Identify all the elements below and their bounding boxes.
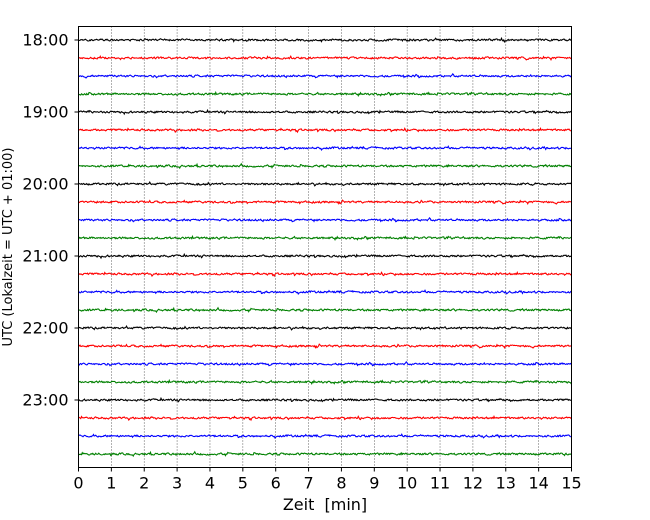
y-tick-label: 22:00 (22, 319, 68, 338)
x-tick-label: 15 (561, 474, 581, 493)
y-tick-label: 19:00 (22, 103, 68, 122)
x-tick-label: 11 (430, 474, 450, 493)
x-tick-label: 7 (303, 474, 313, 493)
trace-1930 (78, 145, 572, 151)
trace-1800 (78, 36, 572, 44)
y-tick-label: 20:00 (22, 175, 68, 194)
x-tick-label: 3 (172, 474, 182, 493)
plot-frame (78, 26, 572, 468)
trace-2345 (78, 450, 572, 458)
x-axis-ticks: 0 1 2 3 4 5 6 7 8 9 10 11 12 13 14 15 (73, 467, 582, 493)
y-axis-ticks: 18:00 19:00 20:00 21:00 22:00 23:00 (22, 31, 79, 410)
trace-2130 (78, 289, 572, 295)
trace-2230 (78, 361, 572, 367)
trace-2215 (78, 343, 572, 349)
x-tick-label: 12 (463, 474, 483, 493)
x-tick-label: 2 (139, 474, 149, 493)
x-tick-label: 13 (496, 474, 516, 493)
x-tick-label: 4 (205, 474, 215, 493)
trace-2200 (78, 325, 572, 331)
x-tick-label: 1 (106, 474, 116, 493)
trace-2145 (78, 306, 572, 314)
x-axis-label: Zeit [min] (283, 495, 367, 514)
x-tick-label: 10 (397, 474, 417, 493)
y-axis-label: UTC (Lokalzeit = UTC + 01:00) (1, 148, 16, 347)
trace-2015 (78, 199, 572, 205)
trace-1815 (78, 54, 572, 61)
x-tick-label: 8 (336, 474, 346, 493)
trace-2300 (78, 396, 572, 403)
vertical-grid (111, 26, 539, 468)
trace-2000 (78, 181, 572, 187)
trace-2030 (78, 217, 572, 223)
trace-2115 (78, 270, 572, 278)
trace-2315 (78, 414, 572, 422)
x-tick-label: 9 (369, 474, 379, 493)
trace-1830 (78, 73, 572, 79)
trace-2330 (78, 433, 572, 439)
trace-2100 (78, 252, 572, 260)
trace-2245 (78, 378, 572, 386)
trace-1915 (78, 126, 572, 134)
trace-2045 (78, 234, 572, 242)
y-tick-label: 23:00 (22, 391, 68, 410)
y-tick-label: 18:00 (22, 31, 68, 50)
trace-1900 (78, 108, 572, 116)
x-tick-label: 5 (238, 474, 248, 493)
x-tick-label: 6 (271, 474, 281, 493)
trace-1945 (78, 162, 572, 170)
trace-1845 (78, 90, 572, 98)
seismic-traces (78, 36, 572, 458)
x-tick-label: 14 (528, 474, 548, 493)
x-tick-label: 0 (73, 474, 83, 493)
y-tick-label: 21:00 (22, 247, 68, 266)
